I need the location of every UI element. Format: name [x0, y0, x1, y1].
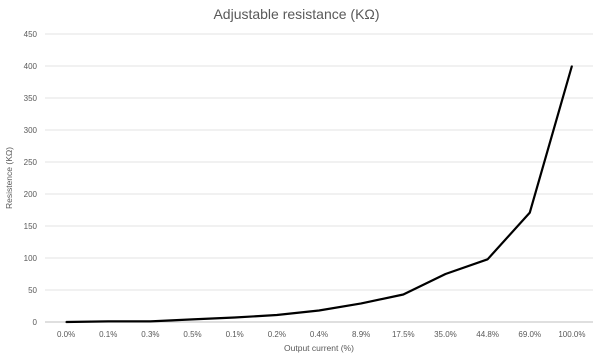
x-tick-label: 0.3% [141, 330, 159, 339]
x-tick-label: 8.9% [352, 330, 370, 339]
series-layer [65, 65, 573, 324]
y-tick-label: 300 [24, 126, 38, 135]
x-tick-label: 0.1% [226, 330, 244, 339]
gridlines [45, 33, 593, 323]
x-tick-label: 0.2% [268, 330, 286, 339]
y-tick-label: 200 [24, 190, 38, 199]
x-tick-label: 0.0% [57, 330, 75, 339]
data-point [571, 65, 573, 67]
x-tick-label: 35.0% [434, 330, 457, 339]
data-point [107, 320, 110, 323]
x-tick-labels: 0.0% 0.1% 0.3% 0.5% 0.1% 0.2% 0.4% 8.9% 17.5% 35.… [57, 330, 586, 339]
y-tick-label: 100 [24, 254, 38, 263]
y-tick-label: 250 [24, 158, 38, 167]
data-point [318, 309, 320, 312]
y-tick-label: 150 [24, 222, 38, 231]
x-tick-label: 69.0% [518, 330, 541, 339]
data-point [486, 258, 489, 261]
data-point [528, 211, 531, 214]
x-axis-title: Output current (%) [284, 343, 354, 353]
chart-title: Adjustable resistance (KΩ) [213, 6, 380, 22]
x-tick-label: 17.5% [392, 330, 415, 339]
data-point [65, 321, 67, 323]
x-tick-label: 44.8% [476, 330, 499, 339]
data-point [360, 302, 362, 305]
data-point [149, 320, 152, 323]
y-tick-label: 50 [28, 286, 37, 295]
y-tick-label: 400 [24, 62, 38, 71]
x-tick-label: 0.1% [99, 330, 117, 339]
y-tick-labels: 0 50 100 150 200 250 300 350 400 450 [24, 30, 38, 327]
data-point [276, 314, 278, 316]
y-tick-label: 0 [33, 318, 38, 327]
data-point [402, 293, 405, 296]
x-tick-label: 0.4% [310, 330, 328, 339]
data-point [444, 273, 447, 275]
x-tick-label: 0.5% [183, 330, 201, 339]
y-tick-label: 350 [24, 94, 38, 103]
data-point [191, 318, 194, 321]
x-tick-label: 100.0% [558, 330, 585, 339]
y-tick-label: 450 [24, 30, 38, 39]
data-point [233, 316, 236, 319]
y-axis-title: Resistence (KΩ) [4, 147, 14, 209]
